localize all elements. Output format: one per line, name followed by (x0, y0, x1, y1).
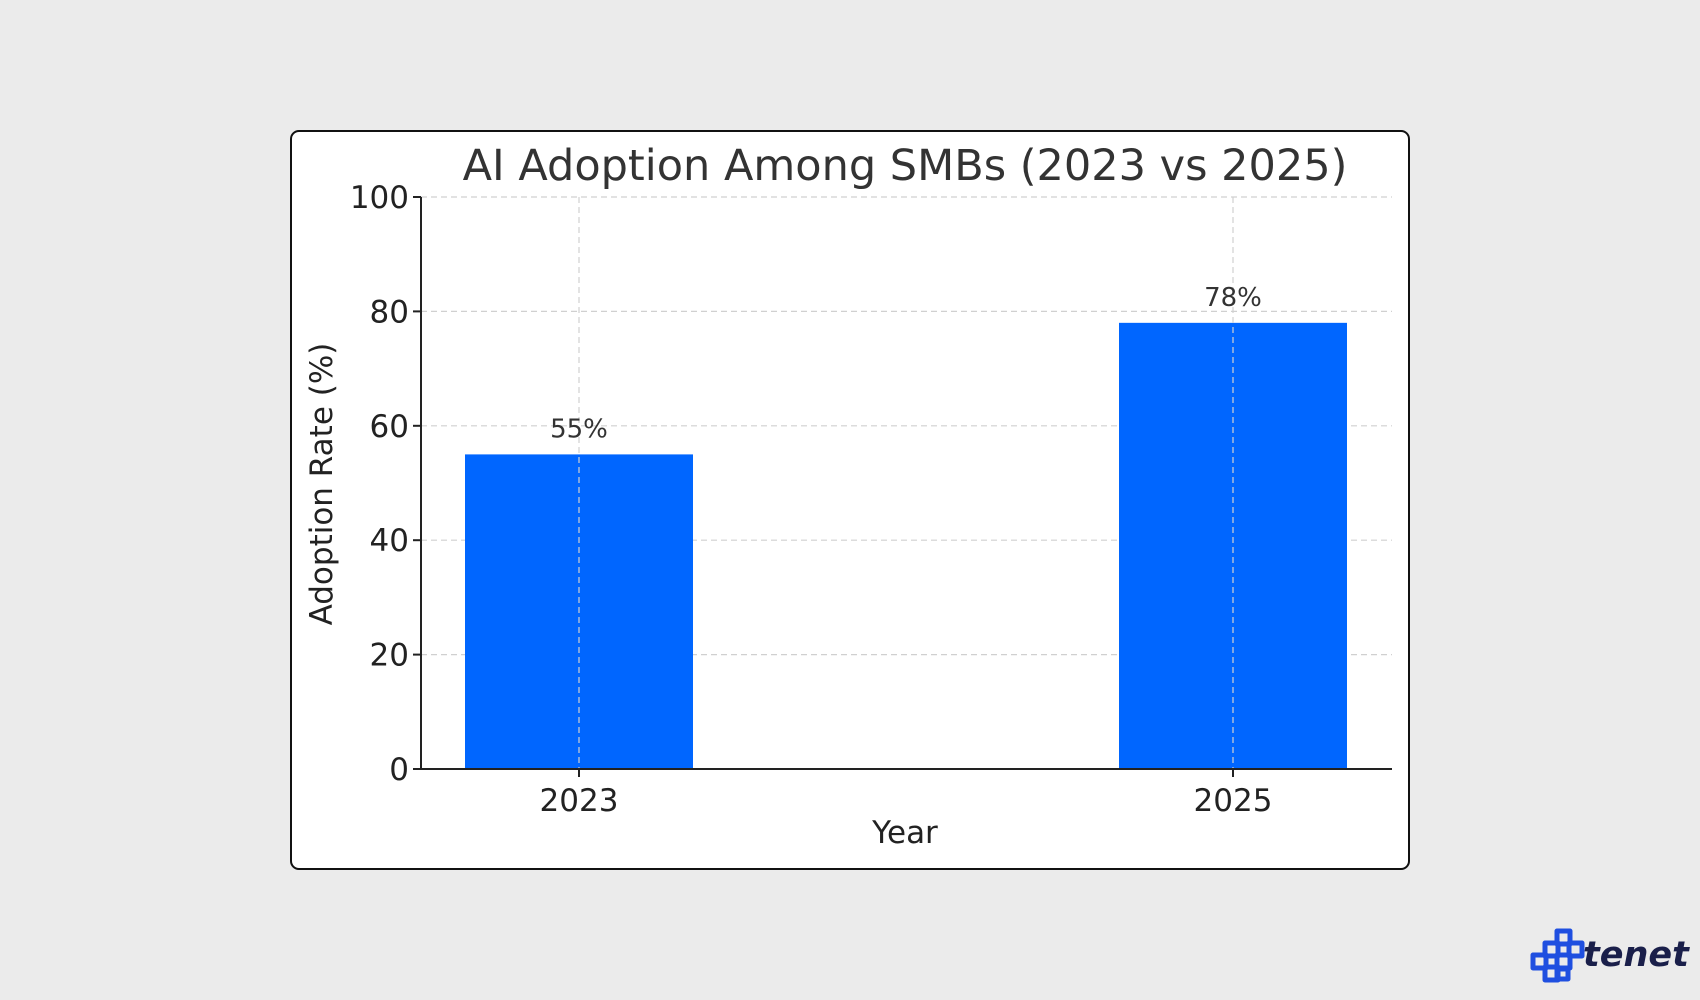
tenet-wordmark: tenet (1583, 935, 1690, 975)
data-label-2025: 78% (1204, 283, 1262, 313)
y-tick-label: 100 (350, 180, 409, 216)
data-label-2023: 55% (550, 414, 608, 444)
bar-layer (465, 322, 1347, 769)
axis-layer (413, 196, 1392, 777)
x-tick-label: 2023 (540, 783, 619, 819)
y-axis-label: Adoption Rate (%) (304, 343, 340, 626)
chart-title: AI Adoption Among SMBs (2023 vs 2025) (463, 141, 1348, 191)
label-layer: 0 20 40 60 80 100 2023 55% 2025 78% (350, 180, 1273, 819)
y-tick-label: 20 (370, 638, 409, 674)
y-tick-label: 60 (370, 409, 409, 445)
x-tick-label: 2025 (1194, 783, 1273, 819)
y-tick-label: 0 (389, 752, 409, 788)
y-tick-label: 40 (370, 523, 409, 559)
tenet-logo-icon (1530, 928, 1585, 983)
vertical-grid-layer (578, 197, 1234, 769)
tenet-logo[interactable]: tenet (1530, 928, 1690, 983)
y-tick-label: 80 (370, 294, 409, 330)
x-axis-label: Year (871, 815, 938, 851)
